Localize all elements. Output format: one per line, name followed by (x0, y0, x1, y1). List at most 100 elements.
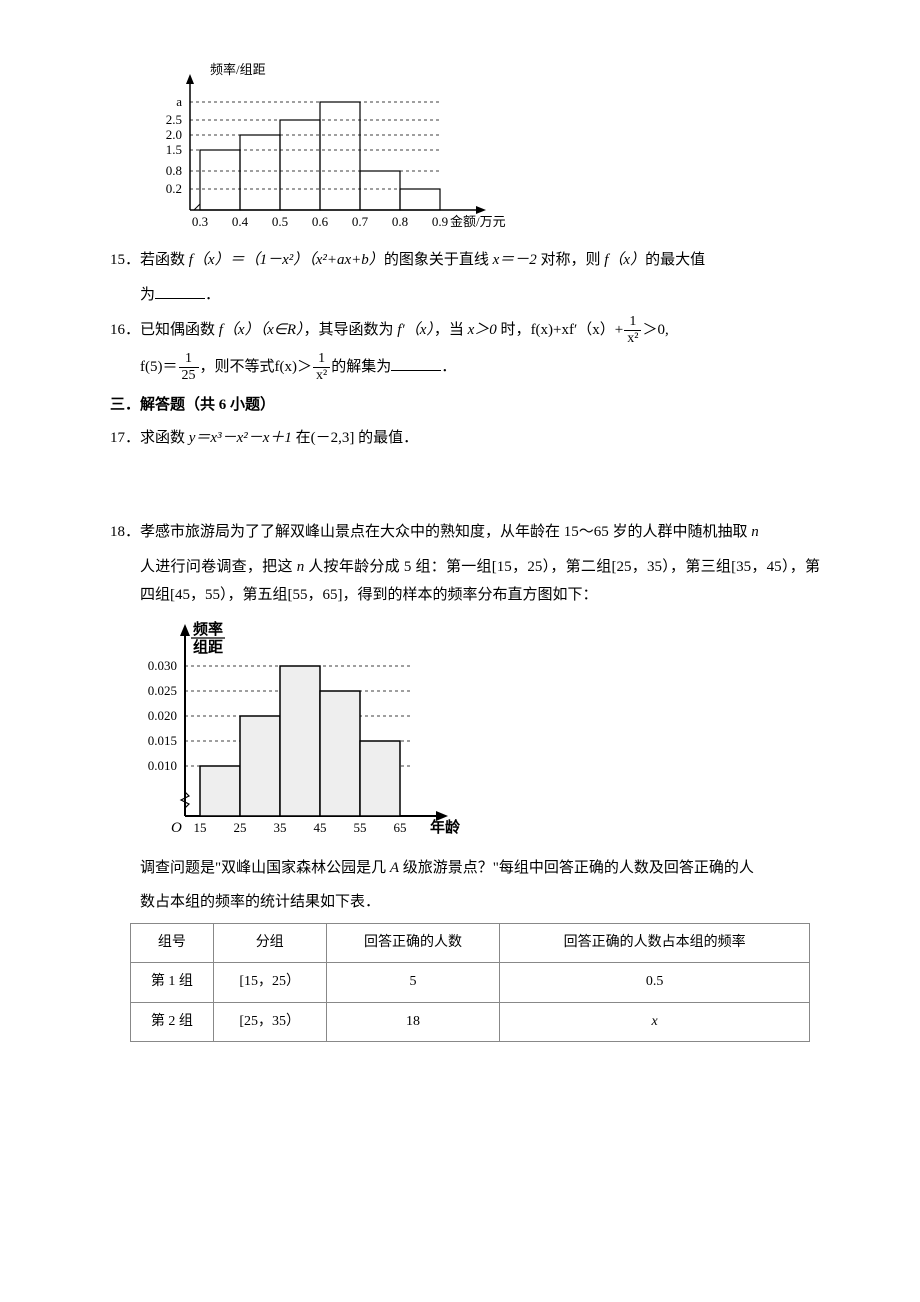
frac-num: 1 (624, 315, 641, 331)
svg-text:0.4: 0.4 (232, 214, 249, 229)
q17-b: 在 (292, 430, 311, 446)
svg-text:65: 65 (394, 820, 407, 835)
table-cell: 18 (326, 1002, 500, 1042)
table-cell: 第 2 组 (131, 1002, 214, 1042)
svg-text:25: 25 (234, 820, 247, 835)
q18-after-c: 数占本组的频率的统计结果如下表． (140, 894, 380, 910)
q16-text-a: 16．已知偶函数 (110, 322, 219, 338)
svg-text:0.3: 0.3 (192, 214, 208, 229)
table-cell: [15，25） (213, 963, 326, 1003)
svg-text:0.020: 0.020 (148, 708, 177, 723)
table-cell: 第 1 组 (131, 963, 214, 1003)
q16-frac3: 1x² (313, 352, 330, 383)
problem-15: 15．若函数 f（x）＝（1－x²）（x²+ax+b）的图象关于直线 x＝－2 … (110, 246, 820, 275)
svg-text:0.6: 0.6 (312, 214, 329, 229)
problem-16-line2: f(5)＝125，则不等式f(x)＞1x²的解集为． (110, 352, 820, 383)
q15-text-f: ． (205, 287, 220, 303)
svg-text:频率: 频率 (193, 620, 223, 638)
q18-intro-a: 18．孝感市旅游局为了了解双峰山景点在大众中的熟知度，从年龄在 15～65 岁的… (110, 524, 751, 540)
q17-a: 17．求函数 (110, 430, 189, 446)
problem-18: 18．孝感市旅游局为了了解双峰山景点在大众中的熟知度，从年龄在 15～65 岁的… (110, 518, 820, 547)
svg-text:0.025: 0.025 (148, 683, 177, 698)
problem-18-line2: 人进行问卷调查，把这 n 人按年龄分成 5 组：第一组[15，25），第二组[2… (110, 553, 820, 610)
svg-text:a: a (176, 94, 182, 109)
q15-fx: f（x） (604, 252, 645, 268)
q16-fpx: f′（x） (397, 322, 434, 338)
svg-text:0.030: 0.030 (148, 658, 177, 673)
svg-text:O: O (171, 820, 182, 836)
svg-text:0.010: 0.010 (148, 758, 177, 773)
q18-after-b: 级旅游景点？"每组中回答正确的人数及回答正确的人 (399, 860, 754, 876)
problem-17: 17．求函数 y＝x³－x²－x＋1 在(－2,3] 的最值． (110, 424, 820, 453)
frac-num: 1 (179, 352, 199, 368)
svg-text:1.5: 1.5 (166, 142, 182, 157)
q18-n: n (751, 524, 759, 540)
svg-text:55: 55 (354, 820, 367, 835)
q18-table: 组号分组回答正确的人数回答正确的人数占本组的频率 第 1 组[15，25）50.… (130, 923, 810, 1043)
q16-expr-a: f(x)+xf′（x）+ (531, 322, 624, 338)
svg-text:15: 15 (194, 820, 207, 835)
q16-expr-b: ＞0, (642, 322, 668, 338)
section-3-title: 三．解答题（共 6 小题） (110, 391, 820, 420)
q16-text-d: 时， (497, 322, 531, 338)
q15-text: 15．若函数 (110, 252, 189, 268)
svg-text:2.5: 2.5 (166, 112, 182, 127)
problem-16: 16．已知偶函数 f（x）（x∈R），其导函数为 f′（x），当 x＞0 时，f… (110, 315, 820, 346)
q15-text-e: 为 (140, 287, 155, 303)
q18-after-a: 调查问题是"双峰山国家森林公园是几 (140, 860, 390, 876)
q16-l2b: ，则不等式f(x)＞ (200, 359, 313, 375)
table-header-cell: 组号 (131, 923, 214, 963)
svg-text:0.8: 0.8 (392, 214, 408, 229)
q17-func: y＝x³－x²－x＋1 (189, 430, 292, 446)
q18-intro-b: 人进行问卷调查，把这 (140, 559, 297, 575)
q16-text-c: ，当 (434, 322, 468, 338)
frac-den: x² (313, 368, 330, 383)
table-cell: x (500, 1002, 810, 1042)
problem-18-after2: 数占本组的频率的统计结果如下表． (110, 888, 820, 917)
q15-text-b: 的图象关于直线 (384, 252, 493, 268)
q16-l2a: f(5)＝ (140, 359, 178, 375)
svg-text:0.015: 0.015 (148, 733, 177, 748)
svg-text:45: 45 (314, 820, 327, 835)
q16-text-b: ，其导函数为 (303, 322, 397, 338)
q15-line: x＝－2 (493, 252, 537, 268)
svg-text:频率/组距: 频率/组距 (210, 62, 266, 77)
svg-text:2.0: 2.0 (166, 127, 182, 142)
spacer (110, 458, 820, 518)
q15-func: f（x）＝（1－x²）（x²+ax+b） (189, 252, 384, 268)
svg-text:0.7: 0.7 (352, 214, 369, 229)
q17-interval: (－2,3] (311, 430, 355, 446)
q15-text-d: 的最大值 (645, 252, 705, 268)
frac-den: 25 (179, 368, 199, 383)
svg-text:组距: 组距 (193, 638, 223, 656)
table-header-row: 组号分组回答正确的人数回答正确的人数占本组的频率 (131, 923, 810, 963)
table-cell: 5 (326, 963, 500, 1003)
q16-blank (391, 355, 441, 371)
svg-text:35: 35 (274, 820, 287, 835)
table-cell: 0.5 (500, 963, 810, 1003)
svg-text:金额/万元: 金额/万元 (450, 214, 506, 229)
q16-frac2: 125 (179, 352, 199, 383)
svg-text:0.5: 0.5 (272, 214, 288, 229)
svg-text:年龄: 年龄 (430, 818, 461, 836)
histogram-q18: 频率组距 0.030 0.025 0.020 0.015 0.010 15 25 35 45 55 6… (130, 616, 820, 846)
q16-l2c: 的解集为 (331, 359, 391, 375)
table-cell: [25，35） (213, 1002, 326, 1042)
q16-l2d: ． (441, 359, 456, 375)
problem-18-after: 调查问题是"双峰山国家森林公园是几 A 级旅游景点？"每组中回答正确的人数及回答… (110, 854, 820, 883)
table-row: 第 1 组[15，25）50.5 (131, 963, 810, 1003)
q15-text-c: 对称，则 (537, 252, 605, 268)
table-header-cell: 回答正确的人数 (326, 923, 500, 963)
table-header-cell: 分组 (213, 923, 326, 963)
q17-c: 的最值． (354, 430, 418, 446)
frac-den: x² (624, 331, 641, 346)
svg-text:0.2: 0.2 (166, 181, 182, 196)
svg-text:0.9: 0.9 (432, 214, 448, 229)
svg-text:0.8: 0.8 (166, 163, 182, 178)
q18-A: A (390, 860, 399, 876)
q16-cond: x＞0 (468, 322, 497, 338)
table-row: 第 2 组[25，35）18x (131, 1002, 810, 1042)
histogram-2-svg: 频率组距 0.030 0.025 0.020 0.015 0.010 15 25 35 45 55 6… (130, 616, 470, 846)
table-header-cell: 回答正确的人数占本组的频率 (500, 923, 810, 963)
q15-blank (155, 283, 205, 299)
